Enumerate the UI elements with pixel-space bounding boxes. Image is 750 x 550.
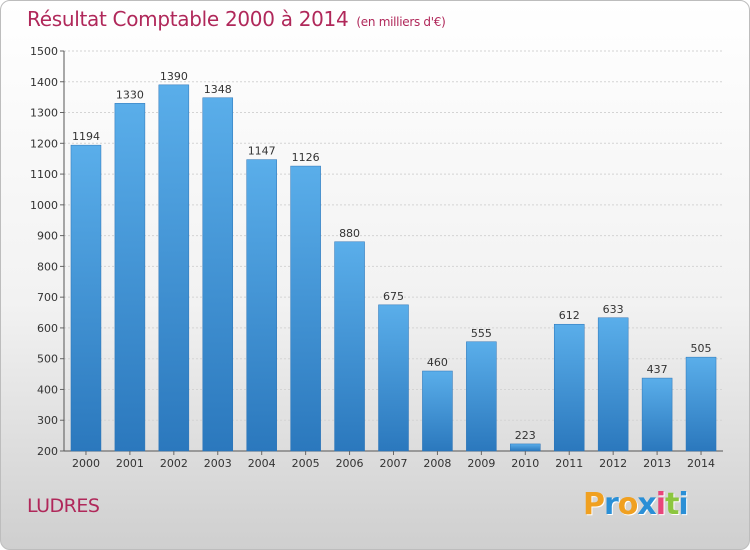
x-tick-label: 2009	[467, 457, 495, 470]
x-tick-label: 2008	[423, 457, 451, 470]
x-tick-label: 2001	[116, 457, 144, 470]
logo-letter: P	[583, 487, 605, 522]
data-label: 1348	[204, 83, 232, 96]
y-tick-label: 1200	[30, 137, 58, 150]
y-tick-label: 1400	[30, 76, 58, 89]
y-tick-label: 1000	[30, 199, 58, 212]
bar	[510, 443, 541, 452]
bar	[202, 97, 234, 452]
logo-letter: x	[637, 487, 656, 522]
data-label: 555	[471, 327, 492, 340]
y-tick-label: 1100	[30, 168, 58, 181]
bars	[70, 84, 717, 452]
x-tick-label: 2010	[511, 457, 539, 470]
x-tick-label: 2014	[687, 457, 715, 470]
data-label: 633	[603, 303, 624, 316]
bar	[334, 241, 365, 452]
logo-letter: i	[678, 487, 688, 522]
y-tick-label: 1300	[30, 107, 58, 120]
y-tick-label: 500	[37, 353, 58, 366]
y-tick-label: 700	[37, 291, 58, 304]
data-label: 880	[339, 227, 360, 240]
x-tick-labels: 2000 2001 2002 2003 2004 2005 2006 2007 2008 2009…	[72, 451, 715, 470]
y-tick-label: 300	[37, 414, 58, 427]
data-label: 223	[515, 429, 536, 442]
y-tick-label: 400	[37, 383, 58, 396]
bar	[553, 323, 585, 452]
x-tick-label: 2011	[555, 457, 583, 470]
place-name: LUDRES	[27, 495, 100, 517]
logo-letter: r	[604, 487, 619, 522]
chart-subtitle: (en milliers d'€)	[356, 15, 446, 29]
data-label: 1390	[160, 70, 188, 83]
bar	[422, 370, 453, 452]
chart-title: Résultat Comptable 2000 à 2014 (en millie…	[27, 7, 446, 31]
y-tick-label: 800	[37, 260, 58, 273]
data-label: 1147	[248, 145, 276, 158]
y-tick-labels: 200 300 400 500 600 700 800 900 1000 1100 1200 1300…	[30, 45, 58, 458]
y-tick-label: 900	[37, 230, 58, 243]
x-tick-label: 2012	[599, 457, 627, 470]
y-tick-label: 200	[37, 445, 58, 458]
bar	[70, 144, 102, 452]
data-label: 1126	[292, 151, 320, 164]
y-tick-label: 1500	[30, 45, 58, 58]
x-tick-label: 2013	[643, 457, 671, 470]
bar	[246, 159, 277, 452]
x-tick-label: 2007	[380, 457, 408, 470]
bar	[114, 103, 146, 452]
data-label: 505	[691, 342, 712, 355]
logo-letter: i	[655, 487, 666, 522]
logo-letter: t	[665, 487, 679, 522]
data-label: 675	[383, 290, 404, 303]
data-label: 612	[559, 309, 580, 322]
x-tick-label: 2006	[336, 457, 364, 470]
x-tick-label: 2000	[72, 457, 100, 470]
bar	[685, 356, 717, 452]
data-labels: 1194 1330 1390 1348 1147 1126 880 675 460 555 223 6…	[72, 70, 712, 442]
bar	[597, 317, 629, 452]
bar	[290, 165, 321, 452]
data-label: 1330	[116, 88, 144, 101]
proxiti-logo[interactable]: Proxiti	[583, 487, 689, 522]
x-tick-label: 2002	[160, 457, 188, 470]
data-label: 1194	[72, 130, 100, 143]
bar	[641, 377, 673, 452]
x-tick-label: 2005	[292, 457, 320, 470]
bar	[466, 341, 497, 452]
y-tick-label: 600	[37, 322, 58, 335]
chart-title-text: Résultat Comptable 2000 à 2014	[27, 7, 349, 31]
data-label: 460	[427, 356, 448, 369]
x-tick-label: 2004	[248, 457, 276, 470]
bar	[378, 304, 409, 452]
logo-letter: o	[617, 487, 639, 522]
x-tick-label: 2003	[204, 457, 232, 470]
bar	[158, 84, 190, 452]
data-label: 437	[647, 363, 668, 376]
